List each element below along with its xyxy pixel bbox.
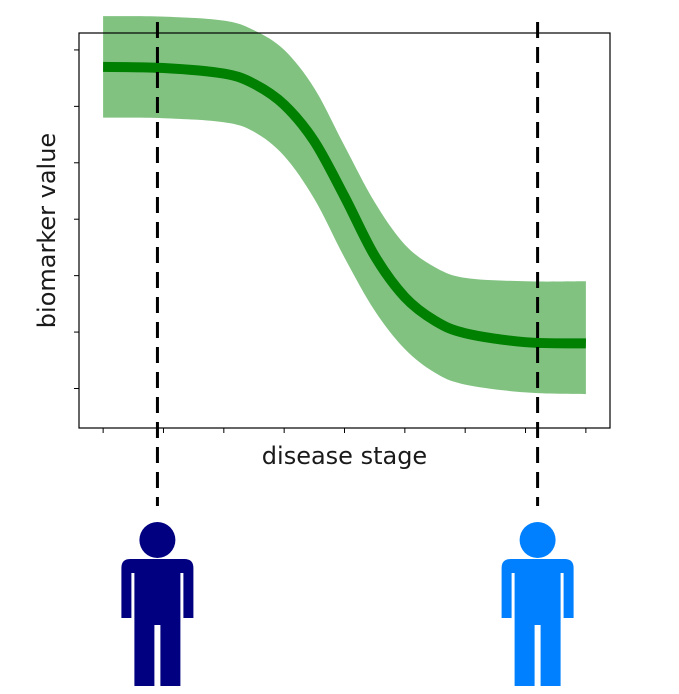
person-icon — [501, 522, 574, 686]
person-icon — [121, 522, 194, 686]
y-axis-label: biomarker value — [33, 133, 61, 328]
biomarker-curve — [103, 61, 586, 349]
x-axis-label: disease stage — [262, 442, 427, 470]
